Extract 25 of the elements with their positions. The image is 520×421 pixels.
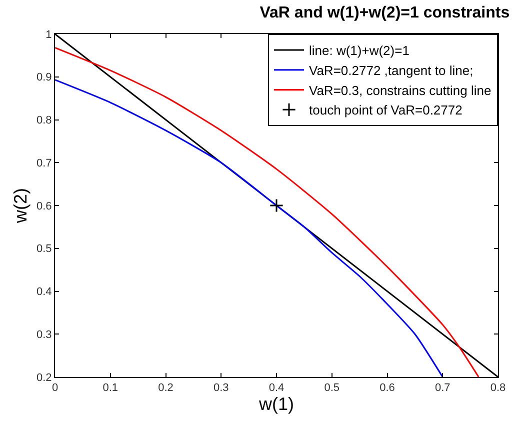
x-tick-label: 0.6 — [380, 382, 395, 394]
y-tick-label: 0.8 — [36, 114, 52, 127]
x-tick-label: 0.1 — [102, 382, 118, 394]
x-tick-label: 0.5 — [324, 382, 340, 394]
y-tick-label: 0.2 — [36, 372, 52, 384]
x-tick-label: 0.3 — [213, 382, 229, 394]
chart-title: VaR and w(1)+w(2)=1 constraints — [260, 4, 510, 22]
y-tick-label: 0.5 — [36, 243, 52, 256]
y-tick-label: 0.6 — [36, 200, 52, 212]
x-tick-label: 0.7 — [434, 382, 450, 394]
y-tick-label: 0.4 — [36, 286, 52, 298]
x-axis-title: w(1) — [258, 394, 294, 414]
x-tick-label: 0.4 — [268, 382, 284, 394]
legend-label: VaR=0.3, constrains cutting line — [309, 82, 492, 98]
x-tick-label: 0 — [52, 382, 58, 394]
y-axis-title: w(2) — [10, 188, 31, 224]
legend-label: touch point of VaR=0.2772 — [309, 102, 462, 118]
y-tick-label: 1 — [46, 28, 52, 41]
legend-label: line: w(1)+w(2)=1 — [309, 43, 410, 58]
x-tick-label: 0.8 — [490, 382, 506, 394]
y-tick-label: 0.3 — [36, 328, 52, 341]
legend-label: VaR=0.2772 ,tangent to line; — [309, 62, 474, 78]
x-tick-label: 0.2 — [158, 382, 174, 394]
y-tick-label: 0.7 — [36, 157, 52, 170]
y-tick-label: 0.9 — [36, 72, 52, 84]
